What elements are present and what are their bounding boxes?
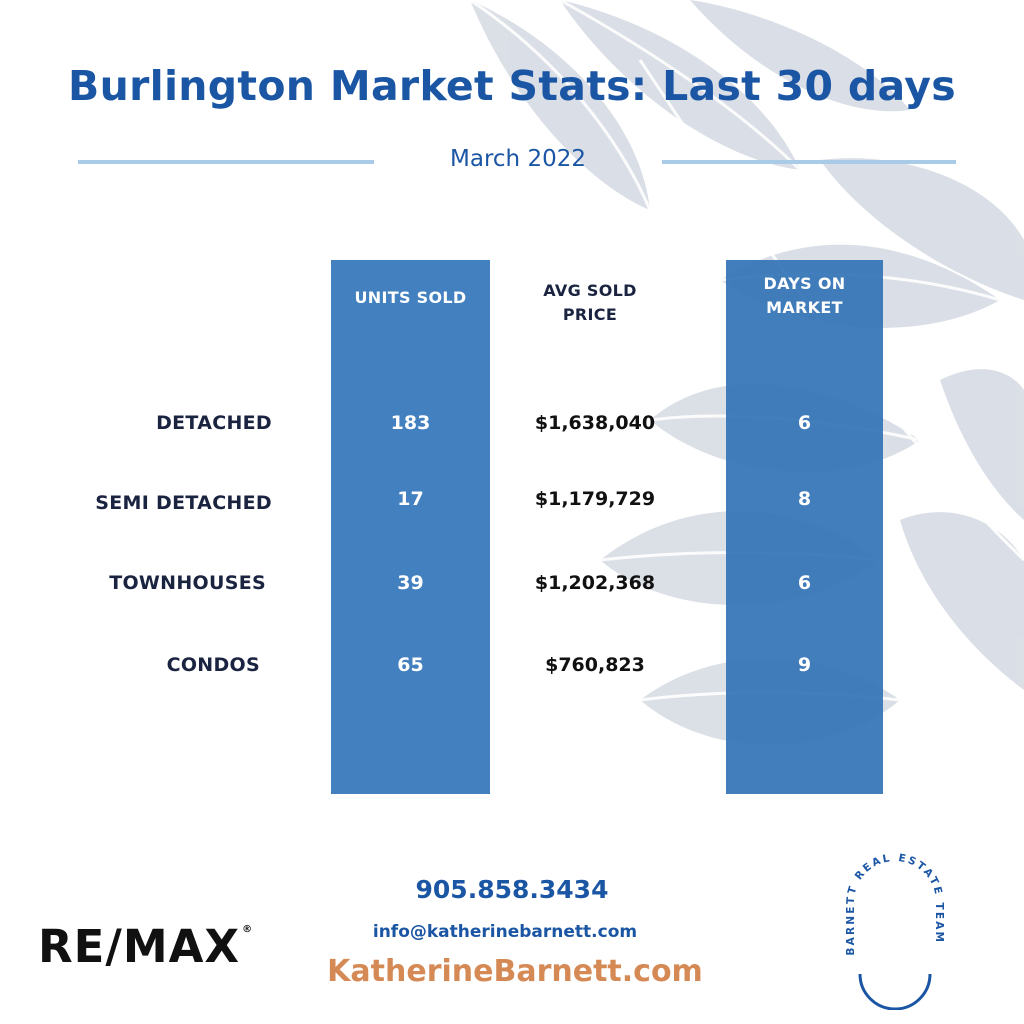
team-logo-text: BARNETT REAL ESTATE TEAM: [845, 852, 943, 956]
column-header-line: DAYS ON: [763, 274, 846, 293]
column-header-line: PRICE: [562, 305, 618, 324]
avg-sold-price-semi-detached: $1,179,729: [534, 488, 656, 510]
column-header-units-sold: UNITS SOLD: [331, 286, 490, 310]
column-header-avg-sold-price: AVG SOLD PRICE: [500, 279, 680, 327]
svg-text:BARNETT REAL ESTATE TEAM: BARNETT REAL ESTATE TEAM: [845, 852, 945, 956]
remax-logo-text: RE/MAX: [38, 920, 241, 973]
page-title: Burlington Market Stats: Last 30 days: [68, 62, 956, 110]
column-header-days-on-market: DAYS ON MARKET: [726, 272, 883, 320]
days-on-market-semi-detached: 8: [797, 488, 812, 510]
row-label-detached: DETACHED: [156, 412, 272, 434]
days-on-market-condos: 9: [797, 654, 812, 676]
days-on-market-detached: 6: [797, 412, 812, 434]
barnett-real-estate-team-logo: BARNETT REAL ESTATE TEAM: [845, 852, 945, 1010]
remax-logo: RE/MAX ®: [38, 920, 254, 973]
period-subtitle: March 2022: [450, 146, 586, 172]
registered-trademark-mark: ®: [242, 924, 254, 935]
title-divider-right: [662, 160, 956, 164]
row-label-townhouses: TOWNHOUSES: [109, 572, 266, 594]
row-label-condos: CONDOS: [166, 654, 260, 676]
logo-arch-base: [858, 973, 932, 1010]
avg-sold-price-townhouses: $1,202,368: [534, 572, 656, 594]
units-sold-detached: 183: [390, 412, 431, 434]
column-header-line: MARKET: [766, 298, 843, 317]
column-header-line: AVG SOLD: [543, 281, 637, 300]
days-on-market-townhouses: 6: [797, 572, 812, 594]
avg-sold-price-condos: $760,823: [545, 654, 645, 676]
avg-sold-price-detached: $1,638,040: [534, 412, 656, 434]
column-header-line: UNITS SOLD: [354, 288, 467, 307]
title-divider-left: [78, 160, 374, 164]
contact-email[interactable]: info@katherinebarnett.com: [372, 922, 638, 942]
row-label-semi-detached: SEMI DETACHED: [95, 492, 272, 514]
website-link[interactable]: KatherineBarnett.com: [327, 954, 703, 989]
units-sold-column-highlight: [331, 260, 490, 794]
units-sold-semi-detached: 17: [397, 488, 424, 510]
units-sold-condos: 65: [397, 654, 424, 676]
units-sold-townhouses: 39: [397, 572, 424, 594]
days-on-market-column-highlight: [726, 260, 883, 794]
contact-phone[interactable]: 905.858.3434: [415, 875, 609, 904]
